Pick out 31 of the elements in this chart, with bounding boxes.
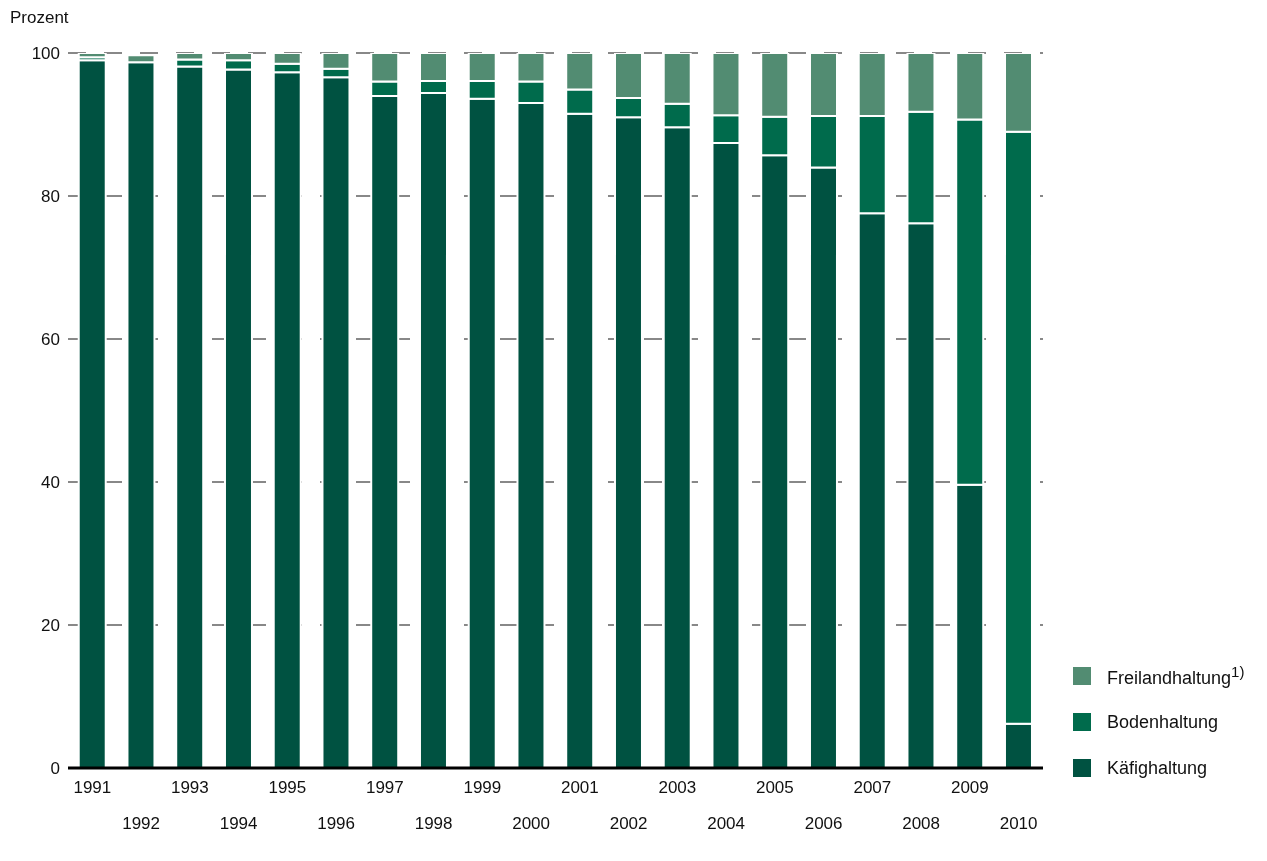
legend-label: Freilandhaltung$^{1)}$ — [1107, 663, 1245, 689]
x-tick-label: 1997 — [365, 778, 404, 798]
legend-label: Käfighaltung — [1107, 757, 1208, 779]
x-tick-label: 2008 — [902, 814, 941, 834]
y-tick-label: 0 — [50, 759, 60, 779]
x-tick-label: 2004 — [707, 814, 746, 834]
x-tick-label: 2010 — [999, 814, 1038, 834]
x-tick-label: 1998 — [414, 814, 453, 834]
bar — [77, 59, 107, 768]
x-tick-label: 1995 — [268, 778, 307, 798]
x-tick-label: 2001 — [560, 778, 599, 798]
y-tick-label: 60 — [41, 330, 60, 350]
x-tick-label: 1993 — [170, 778, 209, 798]
x-tick-label: 2006 — [804, 814, 843, 834]
x-tick-label: 2003 — [658, 778, 697, 798]
y-tick-label: 80 — [41, 187, 60, 207]
x-tick-label: 2005 — [755, 778, 794, 798]
y-tick-label: 40 — [41, 473, 60, 493]
y-tick-label: 100 — [31, 44, 60, 64]
x-tick-label: 1999 — [463, 778, 502, 798]
x-tick-label: 1991 — [73, 778, 112, 798]
y-tick-label: 20 — [41, 616, 60, 636]
x-tick-label: 1992 — [122, 814, 161, 834]
y-axis-title: Prozent — [10, 8, 69, 28]
x-tick-label: 2000 — [512, 814, 551, 834]
x-tick-label: 1994 — [219, 814, 258, 834]
x-tick-label: 2002 — [609, 814, 648, 834]
legend-label: Bodenhaltung — [1107, 711, 1219, 733]
x-tick-label: 2009 — [950, 778, 989, 798]
x-tick-label: 1996 — [317, 814, 356, 834]
x-tick-label: 2007 — [853, 778, 892, 798]
